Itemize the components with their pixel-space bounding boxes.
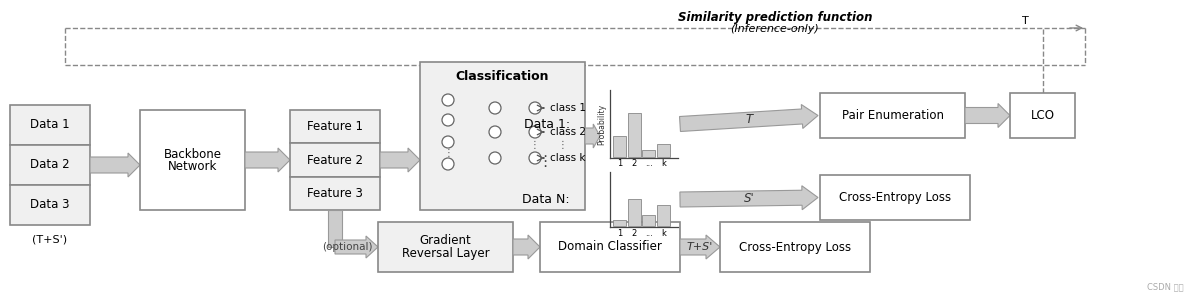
Bar (10, 185, 90, 225)
FancyArrow shape (965, 103, 1009, 127)
Text: Feature 1: Feature 1 (307, 120, 363, 133)
FancyArrow shape (680, 186, 818, 210)
Circle shape (529, 152, 541, 164)
Text: LCO: LCO (1031, 109, 1055, 122)
Text: class 1: class 1 (551, 103, 586, 113)
Text: (optional): (optional) (322, 242, 373, 252)
Text: Data 2: Data 2 (30, 158, 70, 172)
Text: class k: class k (551, 153, 585, 163)
Text: Gradient: Gradient (420, 234, 471, 248)
Text: Similarity prediction function: Similarity prediction function (678, 10, 873, 24)
FancyArrow shape (680, 235, 721, 259)
Text: Classification: Classification (455, 69, 549, 83)
Text: (Inference-only): (Inference-only) (730, 24, 819, 34)
Bar (628, 199, 641, 226)
Circle shape (489, 152, 501, 164)
Circle shape (442, 158, 454, 170)
Text: Data N:: Data N: (522, 193, 570, 206)
FancyArrow shape (90, 153, 140, 177)
Bar (614, 135, 627, 157)
FancyArrow shape (380, 148, 420, 172)
Circle shape (442, 136, 454, 148)
Bar (820, 93, 965, 138)
Circle shape (442, 94, 454, 106)
Text: Reversal Layer: Reversal Layer (402, 246, 490, 260)
Text: 1: 1 (617, 159, 622, 169)
Text: ...: ... (644, 159, 653, 169)
Bar (642, 215, 655, 226)
Circle shape (489, 126, 501, 138)
Text: ⋮: ⋮ (537, 154, 553, 169)
Bar (642, 150, 655, 157)
Text: T+S': T+S' (687, 242, 713, 252)
Text: ⋮: ⋮ (558, 140, 568, 150)
Bar (378, 222, 512, 272)
FancyArrow shape (245, 148, 290, 172)
Circle shape (489, 102, 501, 114)
Bar (1009, 93, 1075, 138)
Text: ⋮: ⋮ (443, 148, 453, 158)
Text: (T+S'): (T+S') (32, 234, 68, 244)
Text: k: k (661, 228, 666, 237)
Bar (290, 110, 380, 143)
Bar (290, 177, 380, 210)
Text: Data 1: Data 1 (30, 118, 70, 132)
Text: Probability: Probability (598, 103, 606, 144)
Bar (10, 145, 90, 185)
Text: Data 3: Data 3 (30, 199, 70, 211)
Text: 2: 2 (631, 228, 637, 237)
Text: 2: 2 (631, 159, 637, 169)
Bar (420, 62, 585, 210)
Text: ⋮: ⋮ (530, 140, 540, 150)
Text: ...: ... (644, 228, 653, 237)
Text: Feature 3: Feature 3 (307, 187, 363, 200)
Text: Network: Network (168, 159, 218, 173)
Bar (656, 205, 669, 226)
FancyArrow shape (335, 236, 378, 258)
Bar (656, 144, 669, 157)
Text: Cross-Entropy Loss: Cross-Entropy Loss (738, 240, 851, 254)
Circle shape (529, 126, 541, 138)
Text: Domain Classifier: Domain Classifier (558, 240, 662, 254)
Text: Cross-Entropy Loss: Cross-Entropy Loss (839, 191, 951, 204)
Circle shape (529, 102, 541, 114)
Text: T: T (746, 113, 753, 126)
Text: Backbone: Backbone (164, 147, 221, 161)
Text: T: T (1021, 16, 1028, 26)
FancyArrow shape (680, 105, 818, 132)
Text: Data 1:: Data 1: (524, 118, 570, 130)
Circle shape (442, 114, 454, 126)
Bar (614, 220, 627, 226)
Text: Pair Enumeration: Pair Enumeration (842, 109, 944, 122)
Text: Feature 2: Feature 2 (307, 153, 363, 167)
FancyArrow shape (512, 235, 540, 259)
Bar (140, 110, 245, 210)
Bar (820, 175, 970, 220)
Bar (328, 210, 342, 247)
Bar (540, 222, 680, 272)
Text: CSDN 仿作: CSDN 仿作 (1147, 282, 1184, 291)
Text: 1: 1 (617, 228, 622, 237)
Bar (10, 105, 90, 145)
FancyArrow shape (585, 124, 600, 148)
Bar (628, 113, 641, 157)
Bar (290, 143, 380, 177)
Text: k: k (661, 159, 666, 169)
Text: S': S' (743, 192, 754, 205)
Bar (721, 222, 870, 272)
Text: class 2: class 2 (551, 127, 586, 137)
